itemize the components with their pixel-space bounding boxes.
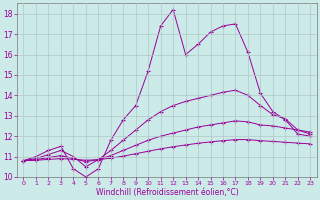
X-axis label: Windchill (Refroidissement éolien,°C): Windchill (Refroidissement éolien,°C) [96, 188, 238, 197]
